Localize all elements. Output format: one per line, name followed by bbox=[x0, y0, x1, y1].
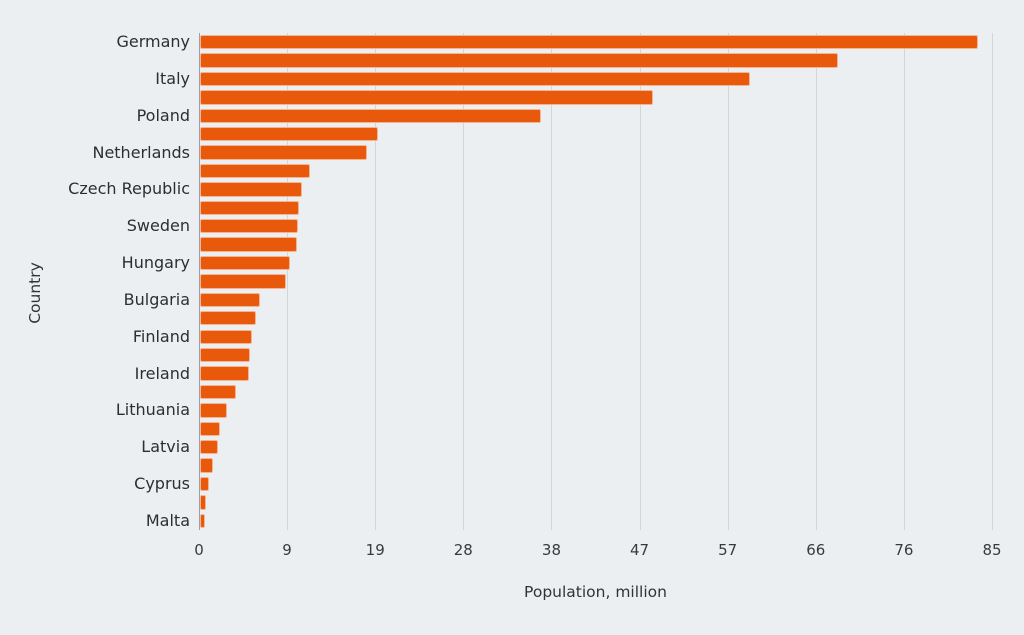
category-label: Sweden bbox=[126, 216, 190, 236]
bar-row: Cyprus bbox=[134, 475, 992, 493]
bar-row: Hungary bbox=[122, 254, 992, 272]
x-tick-label: 0 bbox=[194, 541, 204, 559]
x-tick-label: 85 bbox=[982, 541, 1002, 559]
bar-row: Lithuania bbox=[116, 401, 992, 419]
bar-row: Finland bbox=[133, 328, 992, 346]
population-bar bbox=[200, 274, 286, 289]
population-bar bbox=[200, 384, 237, 400]
population-bar bbox=[200, 329, 253, 344]
x-tick-label: 19 bbox=[365, 541, 385, 559]
x-tick-label: 76 bbox=[894, 541, 914, 559]
bar-row bbox=[199, 88, 992, 106]
population-bar bbox=[200, 403, 228, 418]
population-bar bbox=[200, 200, 299, 216]
x-gridline bbox=[639, 33, 641, 530]
category-label: Germany bbox=[116, 32, 190, 52]
category-label: Malta bbox=[145, 510, 190, 530]
bar-row bbox=[199, 420, 992, 438]
bars-layer: Germany Italy Poland Netherlands Czech Repub… bbox=[68, 33, 992, 530]
category-label: Poland bbox=[136, 105, 190, 125]
category-label: Italy bbox=[155, 69, 190, 89]
bar-row: Ireland bbox=[135, 364, 992, 382]
category-label: Latvia bbox=[141, 437, 190, 457]
x-gridline bbox=[815, 33, 817, 530]
x-gridline bbox=[287, 33, 289, 530]
bar-row: Germany bbox=[116, 33, 992, 51]
population-bar bbox=[200, 182, 302, 197]
bar-row bbox=[199, 493, 992, 511]
population-bar bbox=[200, 237, 298, 252]
x-tick-label: 57 bbox=[718, 541, 738, 559]
population-bar bbox=[200, 421, 220, 436]
gridlines-layer bbox=[199, 33, 993, 530]
bar-row: Bulgaria bbox=[124, 291, 992, 309]
population-bar bbox=[200, 347, 251, 363]
category-label: Ireland bbox=[134, 363, 190, 383]
population-bar bbox=[200, 495, 207, 510]
category-label: Lithuania bbox=[115, 400, 190, 420]
bar-row: Netherlands bbox=[92, 143, 992, 161]
population-bar bbox=[200, 458, 214, 473]
x-gridline bbox=[727, 33, 729, 530]
population-bar bbox=[200, 53, 839, 68]
category-label: Hungary bbox=[121, 253, 190, 273]
population-bar bbox=[200, 476, 209, 492]
population-bar bbox=[200, 145, 367, 160]
population-bar bbox=[200, 108, 542, 124]
x-gridline bbox=[992, 33, 993, 530]
bar-row bbox=[199, 272, 992, 290]
bar-row bbox=[199, 199, 992, 217]
category-label: Cyprus bbox=[134, 473, 190, 493]
bar-row: Italy bbox=[155, 70, 992, 88]
bar-row bbox=[199, 235, 992, 253]
x-axis-ticks: 0 9 19 28 38 47 57 66 76 85 bbox=[194, 33, 1001, 558]
x-axis-title: Population, million bbox=[524, 583, 667, 601]
bar-row bbox=[199, 125, 992, 143]
category-label: Czech Republic bbox=[68, 179, 190, 199]
bar-row: Sweden bbox=[127, 217, 992, 235]
bar-row: Latvia bbox=[141, 438, 992, 456]
x-gridline bbox=[375, 33, 377, 530]
population-bar bbox=[200, 127, 379, 142]
bar-row bbox=[199, 162, 992, 180]
population-bar bbox=[200, 439, 218, 455]
population-bar bbox=[200, 292, 260, 308]
bar-row bbox=[199, 346, 992, 364]
x-gridline bbox=[903, 33, 905, 530]
x-tick-label: 66 bbox=[806, 541, 826, 559]
population-bar bbox=[200, 311, 256, 326]
category-label: Finland bbox=[132, 326, 190, 346]
category-label: Netherlands bbox=[92, 142, 190, 162]
category-label: Bulgaria bbox=[123, 289, 190, 309]
bar-row: Poland bbox=[137, 107, 992, 125]
population-bar bbox=[200, 219, 298, 234]
x-tick-label: 38 bbox=[541, 541, 561, 559]
bar-row bbox=[199, 383, 992, 401]
bar-row bbox=[199, 309, 992, 327]
y-axis-line bbox=[199, 33, 200, 530]
population-bar bbox=[200, 35, 979, 50]
bar-row: Malta bbox=[146, 512, 992, 530]
population-bar bbox=[200, 513, 206, 528]
population-bar bbox=[200, 163, 311, 179]
bar-row bbox=[199, 456, 992, 474]
bar-row bbox=[199, 51, 992, 69]
x-tick-label: 28 bbox=[453, 541, 473, 559]
population-bar bbox=[200, 366, 250, 381]
population-bar bbox=[200, 255, 290, 271]
x-gridline bbox=[551, 33, 553, 530]
x-gridline bbox=[463, 33, 465, 530]
population-bar bbox=[200, 71, 751, 87]
x-tick-label: 47 bbox=[629, 541, 650, 559]
population-bar bbox=[200, 90, 654, 105]
plot-area: Germany Italy Poland Netherlands Czech Repub… bbox=[68, 33, 1002, 601]
bar-row: Czech Republic bbox=[68, 180, 992, 198]
y-axis-title: Country bbox=[26, 262, 44, 324]
x-tick-label: 9 bbox=[282, 541, 292, 559]
